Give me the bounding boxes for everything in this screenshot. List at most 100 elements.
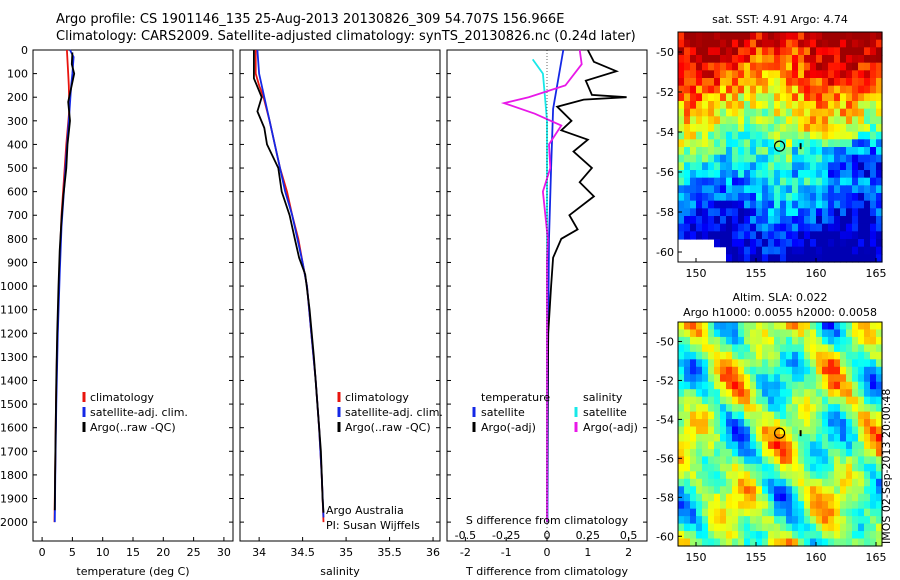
sla_map-cell: [726, 322, 733, 331]
sla_map-cell: [810, 508, 817, 517]
sla_map-cell: [678, 523, 685, 532]
sla_map-cell: [828, 516, 835, 525]
sst_map-cell: [684, 223, 691, 232]
sst_map-cell: [744, 193, 751, 202]
sla_map-frame: [677, 321, 883, 547]
sst_map-cell: [864, 78, 871, 87]
sla_map-cell: [828, 389, 835, 398]
sla_map-cell: [714, 381, 721, 390]
sla_map-cell: [804, 329, 811, 338]
sla_map-cell: [852, 441, 859, 450]
sla_map-cell: [708, 493, 715, 502]
sst_map-cell: [822, 62, 829, 71]
sla_map-cell: [768, 351, 775, 360]
sla_map-ytick-label: -60: [656, 530, 674, 543]
sst_map-cell: [774, 154, 781, 163]
sst_map-cell: [732, 124, 739, 133]
sst_map-cell: [696, 131, 703, 140]
sla_map-cell: [786, 396, 793, 405]
sst_map-cell: [852, 177, 859, 186]
sst_map-cell: [864, 32, 871, 41]
sst_map-cell: [762, 239, 769, 248]
sst_map-cell: [708, 108, 715, 117]
sla_map-cell: [780, 336, 787, 345]
sla_map-cell: [684, 426, 691, 435]
sst_map-cell: [822, 101, 829, 110]
sla_map-cell: [678, 434, 685, 443]
sst_map-cell: [780, 162, 787, 171]
sla_map-cell: [870, 322, 877, 331]
sla_map-cell: [840, 389, 847, 398]
sst_map-cell: [756, 185, 763, 194]
sla_map-cell: [876, 523, 883, 532]
sla_map-cell: [786, 456, 793, 465]
sst_map-cell: [786, 231, 793, 240]
sla_map-cell: [804, 366, 811, 375]
sst_map-cell: [774, 239, 781, 248]
sst_map-cell: [840, 177, 847, 186]
sst_map-cell: [798, 162, 805, 171]
sla_map-cell: [732, 381, 739, 390]
sst_map-cell: [858, 185, 865, 194]
sla_map-cell: [870, 396, 877, 405]
sst_map-cell: [684, 55, 691, 64]
sst_map-cell: [852, 170, 859, 179]
sst_map-cell: [774, 32, 781, 41]
sst_map-cell: [852, 223, 859, 232]
sla_map-cell: [876, 359, 883, 368]
sst_map-cell: [792, 154, 799, 163]
sst_map-cell: [804, 101, 811, 110]
sla_map-ytick-label: -52: [656, 374, 674, 387]
sst_map-cell: [816, 47, 823, 56]
sla_map-cell: [756, 374, 763, 383]
sla_map-cell: [846, 493, 853, 502]
sla_map-cell: [750, 478, 757, 487]
sla_map-cell: [840, 441, 847, 450]
sla_map-cell: [834, 478, 841, 487]
sst_map-cell: [840, 231, 847, 240]
sst_map-cell: [876, 200, 883, 209]
sst_map-cell: [768, 208, 775, 217]
sst_map-cell: [810, 170, 817, 179]
sla_map-cell: [840, 322, 847, 331]
sst_map-cell: [726, 124, 733, 133]
sst_map-cell: [792, 200, 799, 209]
sla_map-ytick-label: -58: [656, 491, 674, 504]
sla_map-cell: [744, 351, 751, 360]
sst_map-cell: [876, 55, 883, 64]
sst_map-cell: [804, 85, 811, 94]
sla_map-cell: [798, 434, 805, 443]
sla_map-cell: [708, 441, 715, 450]
sla_map-cell: [720, 381, 727, 390]
difference-xtick-label: 0: [544, 546, 551, 559]
sla_map-cell: [708, 389, 715, 398]
sla_map-cell: [744, 441, 751, 450]
sst_map-cell: [678, 162, 685, 171]
sst_map-cell: [762, 254, 769, 263]
sst_map-cell: [792, 70, 799, 79]
sla_map-cell: [684, 322, 691, 331]
sst_map-cell: [780, 246, 787, 255]
sst_map-cell: [738, 78, 745, 87]
sla_map-cell: [804, 389, 811, 398]
sla_map-cell: [816, 471, 823, 480]
sst_map-cell: [792, 108, 799, 117]
sst_map-cell: [810, 62, 817, 71]
sst_map-cell: [822, 246, 829, 255]
sst_map-cell: [798, 62, 805, 71]
sst_map-cell: [780, 154, 787, 163]
sst_map-cell: [744, 254, 751, 263]
sst_map-cell: [768, 108, 775, 117]
sst_map-cell: [870, 162, 877, 171]
sla_map-cell: [732, 396, 739, 405]
sla_map-cell: [846, 419, 853, 428]
sst_map-cell: [804, 55, 811, 64]
sst_map-cell: [852, 200, 859, 209]
sst_map-cell: [744, 78, 751, 87]
sst_map-cell: [816, 108, 823, 117]
sst_map-cell: [738, 239, 745, 248]
sla_map-cell: [774, 493, 781, 502]
sst_map-cell: [762, 101, 769, 110]
sla_map-cell: [774, 508, 781, 517]
